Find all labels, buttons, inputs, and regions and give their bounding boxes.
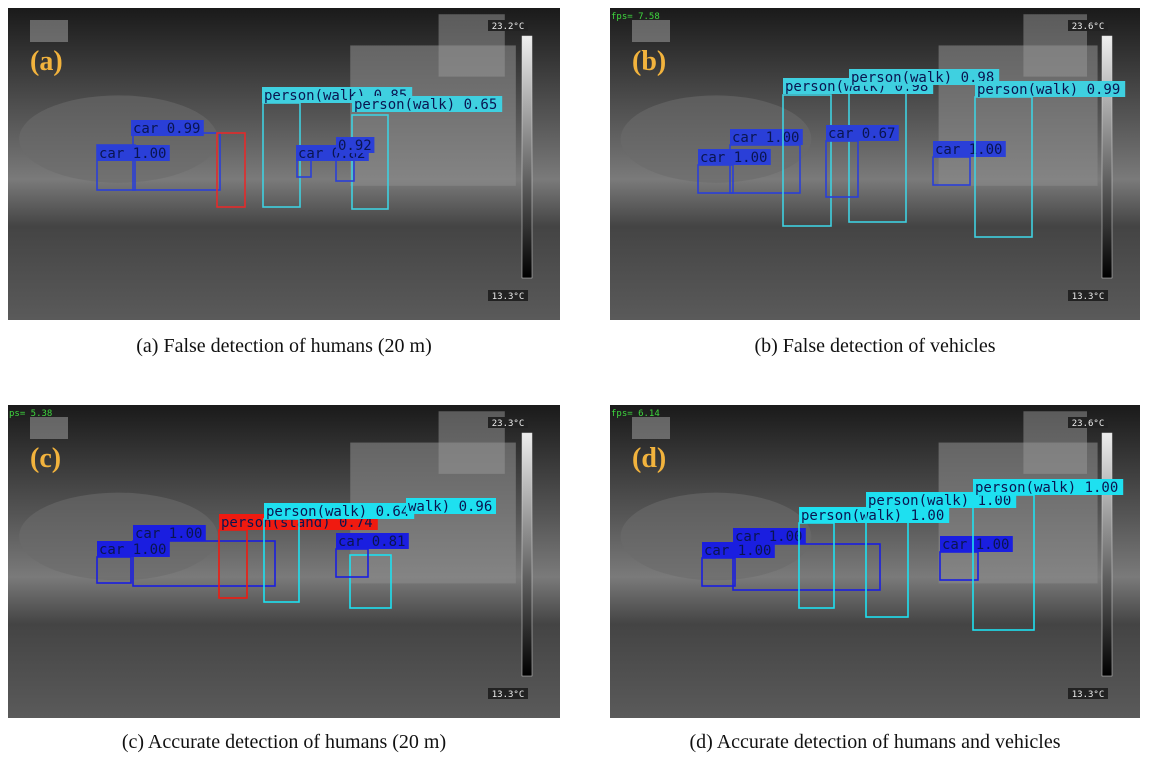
min-temp: 13.3°C <box>1072 292 1105 302</box>
min-temp: 13.3°C <box>492 292 525 302</box>
panel-letter: (b) <box>632 46 666 77</box>
overlay-text <box>632 417 670 439</box>
detection-label: car 1.00 <box>735 529 802 545</box>
colorbar <box>522 36 532 278</box>
detection-label: car 0.67 <box>828 126 895 142</box>
max-temp: 23.3°C <box>492 419 525 429</box>
detection-label: person(walk) 0.64 <box>266 504 409 520</box>
caption: (a) False detection of humans (20 m) <box>136 335 431 357</box>
colorbar <box>1102 36 1112 278</box>
trees <box>19 95 218 182</box>
figure: 23.2°C 13.3°C (a) car 1.00 car 0.99 person(wa… <box>0 0 1161 767</box>
panel: 23.6°C 13.3°C fps= 7.58 (b) car 1.00 car 1.00… <box>610 8 1140 320</box>
detection-label: car 1.00 <box>704 543 771 559</box>
caption: (d) Accurate detection of humans and veh… <box>690 731 1061 753</box>
detection-label: person(walk) 0.98 <box>851 70 994 86</box>
panel-letter: (c) <box>30 443 61 474</box>
detection-label: 0.92 <box>338 138 372 154</box>
detection-label: person(walk) 1.00 <box>975 480 1118 496</box>
max-temp: 23.6°C <box>1072 22 1105 32</box>
overlay-text <box>30 20 68 42</box>
detection-label: walk) 0.96 <box>408 499 492 515</box>
overlay-text <box>632 20 670 42</box>
caption: (c) Accurate detection of humans (20 m) <box>122 731 446 753</box>
colorbar <box>522 433 532 676</box>
panel-letter: (a) <box>30 46 63 77</box>
max-temp: 23.6°C <box>1072 419 1105 429</box>
panel-letter: (d) <box>632 443 666 474</box>
min-temp: 13.3°C <box>492 690 525 700</box>
detection-label: car 1.00 <box>732 130 799 146</box>
colorbar <box>1102 433 1112 676</box>
detection-label: car 1.00 <box>935 142 1002 158</box>
max-temp: 23.2°C <box>492 22 525 32</box>
fps: fps= 6.14 <box>611 409 660 419</box>
detection-label: car 0.81 <box>338 534 405 550</box>
detection-label: person(walk) 0.65 <box>354 97 497 113</box>
overlay-text <box>30 417 68 439</box>
detection-label: person(walk) 1.00 <box>801 508 944 524</box>
min-temp: 13.3°C <box>1072 690 1105 700</box>
fps: ps= 5.38 <box>9 409 52 419</box>
detection-label: person(walk) 0.99 <box>977 82 1120 98</box>
detection-label: car 1.00 <box>942 537 1009 553</box>
caption: (b) False detection of vehicles <box>754 335 995 357</box>
detection-label: car 1.00 <box>700 150 767 166</box>
detection-label: car 1.00 <box>135 526 202 542</box>
fps: fps= 7.58 <box>611 12 660 22</box>
detection-label: car 0.99 <box>133 121 200 137</box>
